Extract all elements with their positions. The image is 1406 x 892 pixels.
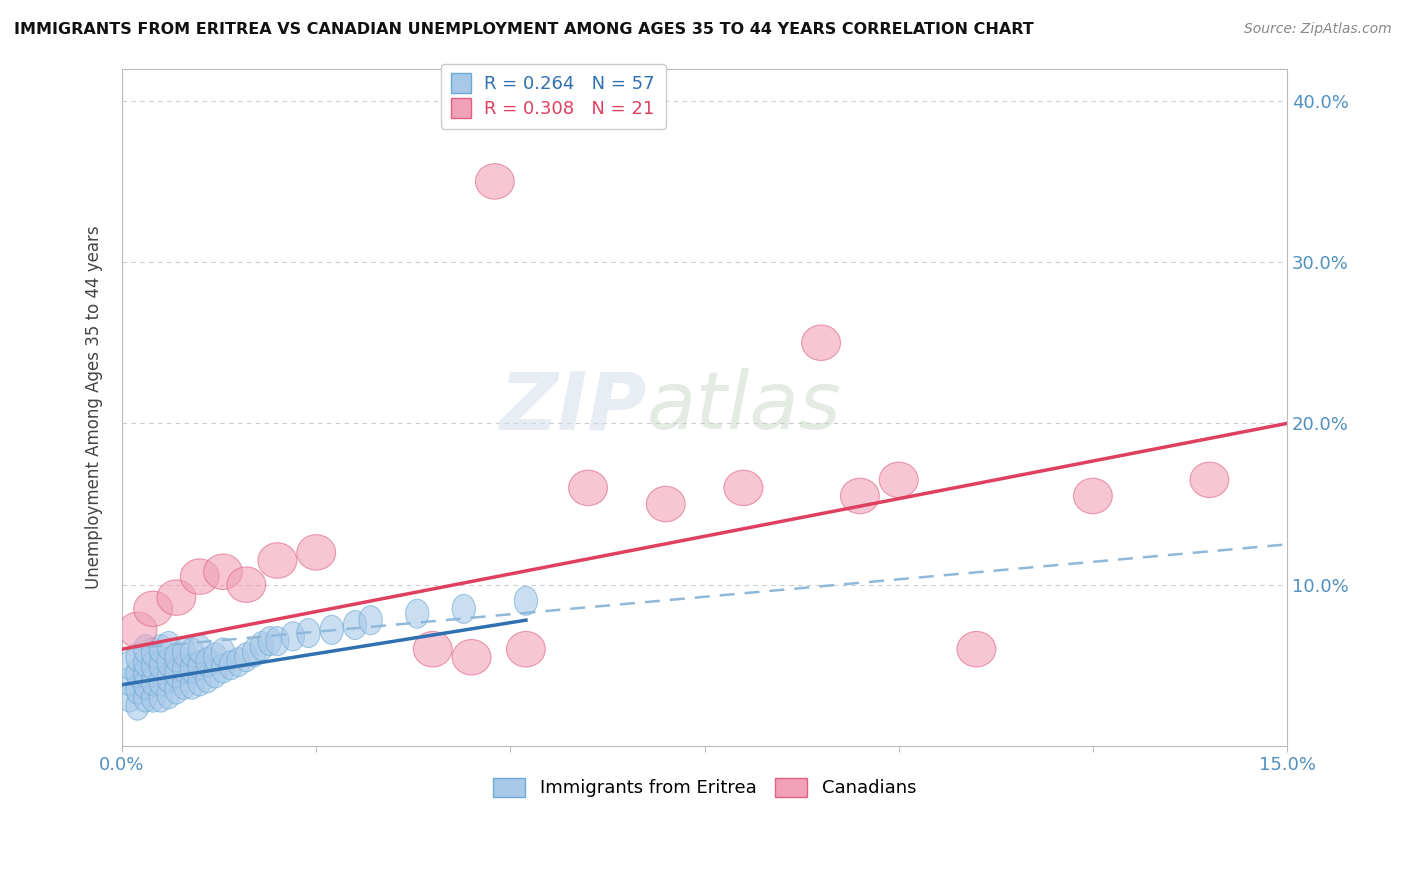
Ellipse shape xyxy=(188,635,211,664)
Ellipse shape xyxy=(195,648,219,677)
Ellipse shape xyxy=(568,470,607,506)
Ellipse shape xyxy=(134,670,157,699)
Ellipse shape xyxy=(142,651,165,680)
Ellipse shape xyxy=(149,683,173,712)
Ellipse shape xyxy=(180,654,204,683)
Ellipse shape xyxy=(211,654,235,683)
Ellipse shape xyxy=(879,462,918,498)
Ellipse shape xyxy=(1074,478,1112,514)
Ellipse shape xyxy=(204,659,226,688)
Ellipse shape xyxy=(157,680,180,709)
Ellipse shape xyxy=(841,478,879,514)
Ellipse shape xyxy=(127,675,149,704)
Ellipse shape xyxy=(134,683,157,712)
Ellipse shape xyxy=(235,643,257,672)
Ellipse shape xyxy=(957,632,995,667)
Ellipse shape xyxy=(188,667,211,696)
Ellipse shape xyxy=(801,325,841,360)
Ellipse shape xyxy=(226,648,250,677)
Ellipse shape xyxy=(453,594,475,624)
Text: atlas: atlas xyxy=(647,368,841,446)
Ellipse shape xyxy=(118,612,157,648)
Ellipse shape xyxy=(127,659,149,688)
Ellipse shape xyxy=(219,651,242,680)
Ellipse shape xyxy=(165,675,188,704)
Ellipse shape xyxy=(157,648,180,677)
Ellipse shape xyxy=(266,626,290,656)
Ellipse shape xyxy=(127,643,149,672)
Ellipse shape xyxy=(359,606,382,635)
Ellipse shape xyxy=(157,664,180,693)
Ellipse shape xyxy=(142,638,165,667)
Ellipse shape xyxy=(257,542,297,578)
Ellipse shape xyxy=(142,683,165,712)
Ellipse shape xyxy=(149,651,173,680)
Ellipse shape xyxy=(180,638,204,667)
Ellipse shape xyxy=(134,659,157,688)
Y-axis label: Unemployment Among Ages 35 to 44 years: Unemployment Among Ages 35 to 44 years xyxy=(86,226,103,589)
Ellipse shape xyxy=(188,651,211,680)
Ellipse shape xyxy=(204,554,242,590)
Ellipse shape xyxy=(343,610,367,640)
Ellipse shape xyxy=(127,691,149,720)
Ellipse shape xyxy=(413,632,453,667)
Ellipse shape xyxy=(157,580,195,615)
Ellipse shape xyxy=(165,643,188,672)
Ellipse shape xyxy=(195,664,219,693)
Ellipse shape xyxy=(647,486,685,522)
Ellipse shape xyxy=(475,164,515,199)
Ellipse shape xyxy=(173,654,195,683)
Legend: Immigrants from Eritrea, Canadians: Immigrants from Eritrea, Canadians xyxy=(485,771,924,805)
Ellipse shape xyxy=(321,615,343,644)
Ellipse shape xyxy=(180,670,204,699)
Ellipse shape xyxy=(180,559,219,594)
Ellipse shape xyxy=(242,638,266,667)
Ellipse shape xyxy=(173,638,195,667)
Ellipse shape xyxy=(134,591,173,626)
Ellipse shape xyxy=(173,670,195,699)
Text: IMMIGRANTS FROM ERITREA VS CANADIAN UNEMPLOYMENT AMONG AGES 35 TO 44 YEARS CORRE: IMMIGRANTS FROM ERITREA VS CANADIAN UNEM… xyxy=(14,22,1033,37)
Ellipse shape xyxy=(149,635,173,664)
Ellipse shape xyxy=(281,622,305,651)
Text: Source: ZipAtlas.com: Source: ZipAtlas.com xyxy=(1244,22,1392,37)
Ellipse shape xyxy=(157,632,180,660)
Ellipse shape xyxy=(297,618,321,648)
Ellipse shape xyxy=(134,648,157,677)
Ellipse shape xyxy=(226,567,266,602)
Ellipse shape xyxy=(165,659,188,688)
Ellipse shape xyxy=(1189,462,1229,498)
Ellipse shape xyxy=(405,599,429,628)
Ellipse shape xyxy=(204,643,226,672)
Ellipse shape xyxy=(118,651,142,680)
Ellipse shape xyxy=(134,635,157,664)
Ellipse shape xyxy=(118,667,142,696)
Ellipse shape xyxy=(297,534,336,570)
Ellipse shape xyxy=(257,626,281,656)
Ellipse shape xyxy=(211,638,235,667)
Ellipse shape xyxy=(724,470,763,506)
Ellipse shape xyxy=(515,586,537,615)
Ellipse shape xyxy=(453,640,491,675)
Ellipse shape xyxy=(118,683,142,712)
Ellipse shape xyxy=(250,632,274,660)
Ellipse shape xyxy=(142,667,165,696)
Text: ZIP: ZIP xyxy=(499,368,647,446)
Ellipse shape xyxy=(149,667,173,696)
Ellipse shape xyxy=(506,632,546,667)
